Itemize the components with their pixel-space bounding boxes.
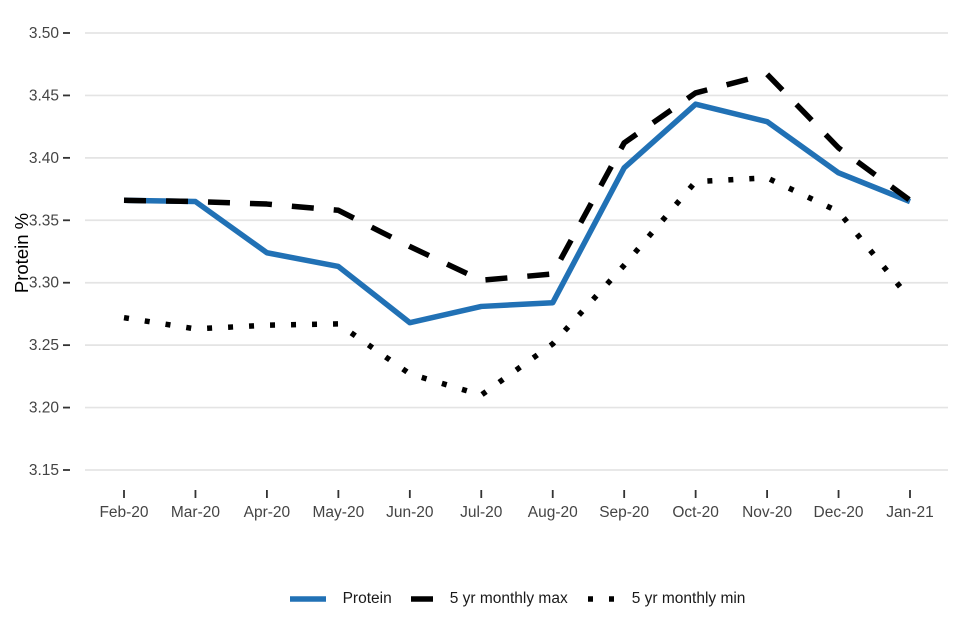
y-tick-label: 3.35	[29, 212, 59, 229]
x-tick-label: Jun-20	[386, 504, 434, 521]
x-tick-label: Jul-20	[460, 504, 503, 521]
y-axis-title: Protein %	[11, 212, 32, 294]
y-tick-label: 3.40	[29, 150, 60, 167]
dotted-line-swatch-icon	[587, 596, 614, 602]
legend-item-min: 5 yr monthly min	[585, 590, 746, 608]
x-tick-label: Sep-20	[599, 504, 649, 521]
legend: Protein 5 yr monthly max 5 yr monthly mi…	[85, 584, 948, 614]
x-tick-label: Feb-20	[99, 504, 148, 521]
series-line-5-yr-monthly-max	[123, 71, 912, 283]
x-tick-label: Dec-20	[814, 504, 864, 521]
legend-label-min: 5 yr monthly min	[631, 590, 746, 607]
y-tick-label: 3.50	[29, 25, 60, 42]
y-tick-label: 3.25	[29, 337, 59, 354]
legend-label-protein: Protein	[342, 590, 392, 607]
legend-item-max: 5 yr monthly max	[409, 590, 568, 608]
x-tick-label: Mar-20	[171, 504, 220, 521]
legend-label-max: 5 yr monthly max	[449, 590, 568, 607]
series-line-protein	[123, 101, 912, 326]
y-tick-label: 3.30	[29, 275, 60, 292]
legend-item-protein: Protein	[288, 590, 392, 608]
y-tick-label: 3.45	[29, 87, 59, 104]
x-tick-label: Nov-20	[742, 504, 792, 521]
x-tick-label: Jan-21	[886, 504, 933, 521]
x-tick-label: Apr-20	[244, 504, 291, 521]
x-tick-label: Oct-20	[672, 504, 719, 521]
x-tick-label: Aug-20	[528, 504, 578, 521]
dashed-line-swatch-icon	[410, 596, 433, 602]
y-tick-label: 3.15	[29, 462, 59, 479]
protein-line-swatch-icon	[289, 596, 326, 602]
plot-area: 3.15 3.20 3.25 3.30 3.35 3.40 3.45 3.50 Feb-20 Ma…	[29, 25, 948, 521]
y-tick-label: 3.20	[29, 400, 60, 417]
series-line-5-yr-monthly-min	[123, 175, 913, 398]
x-tick-label: May-20	[313, 504, 365, 521]
